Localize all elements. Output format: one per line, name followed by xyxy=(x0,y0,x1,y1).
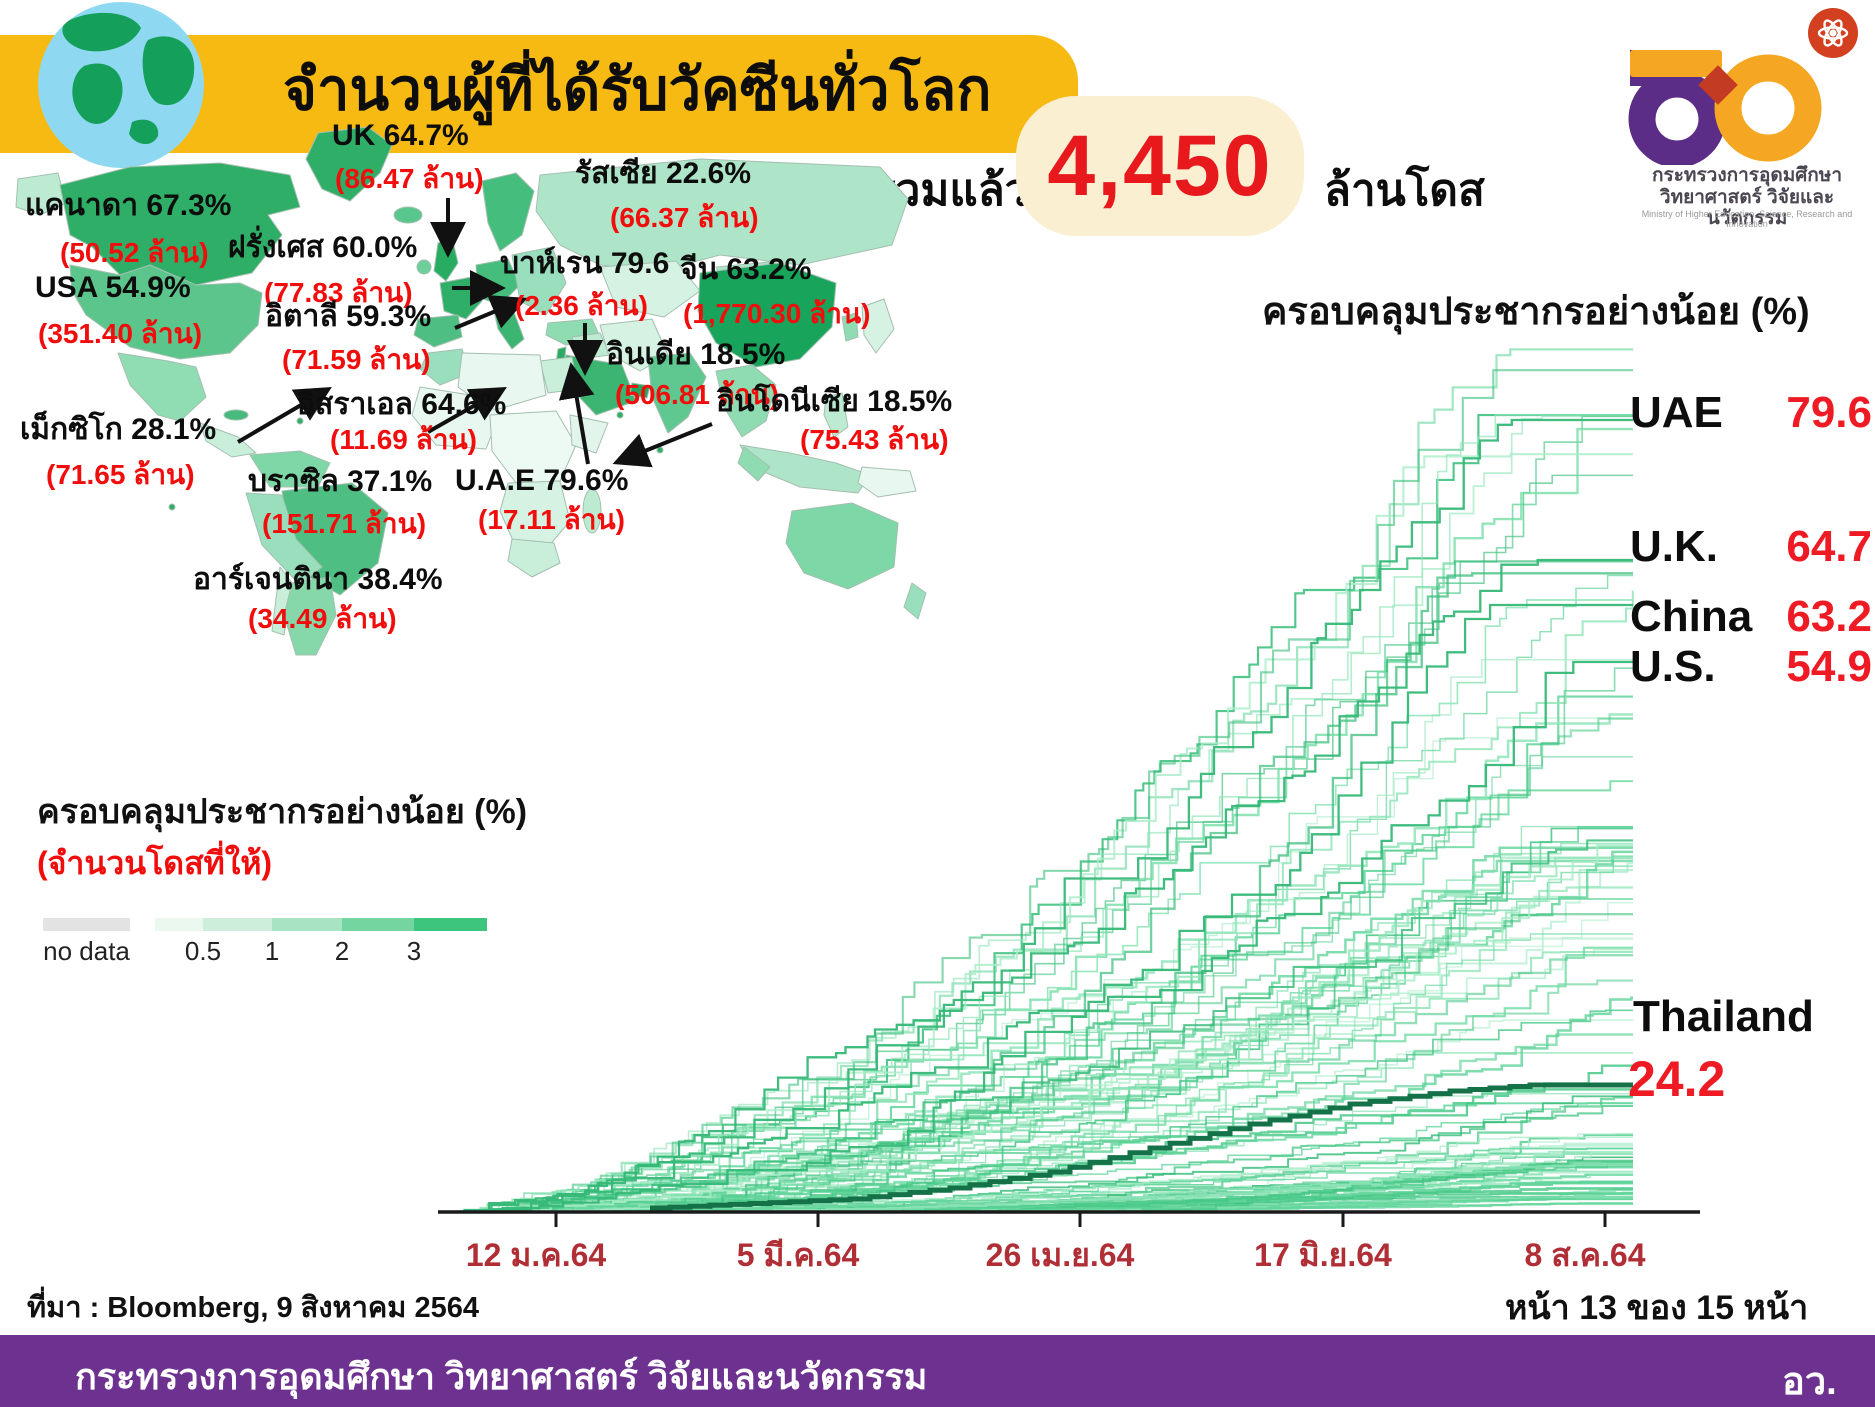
map-china xyxy=(697,262,837,368)
map-uae xyxy=(629,382,651,399)
map-usa xyxy=(69,264,263,360)
ministry-logo-icon xyxy=(1628,8,1858,165)
country-callout-label: U.A.E 79.6% xyxy=(455,464,629,497)
country-callout-doses: (71.65 ล้าน) xyxy=(46,459,195,490)
thailand-value: 24.2 xyxy=(1628,1051,1726,1107)
legend-tick-label: 0.5 xyxy=(184,936,222,966)
series-value: 79.6 xyxy=(1786,388,1872,437)
series-name: U.S. xyxy=(1630,642,1716,691)
country-callout-doses: (151.71 ล้าน) xyxy=(262,508,427,539)
series-name: China xyxy=(1630,592,1753,641)
x-axis-tick-label: 5 มี.ค.64 xyxy=(737,1237,860,1273)
chart-heading: ครอบคลุมประชากรอย่างน้อย (%) xyxy=(1262,291,1810,333)
legend-tick-label: 3 xyxy=(406,936,422,966)
country-callout-doses: (1,770.30 ล้าน) xyxy=(683,298,871,329)
country-callout-label: อาร์เจนตินา 38.4% xyxy=(193,563,443,596)
country-callout-label: อินเดีย 18.5% xyxy=(606,338,786,371)
legend-title: ครอบคลุมประชากรอย่างน้อย (%) xyxy=(37,793,528,831)
source-text: ที่มา : Bloomberg, 9 สิงหาคม 2564 xyxy=(27,1292,479,1324)
country-callout-label: จีน 63.2% xyxy=(680,253,812,286)
country-callout-label: บาห์เรน 79.6 xyxy=(500,247,670,280)
country-callout-doses: (34.49 ล้าน) xyxy=(248,603,397,634)
legend-tick-label: 2 xyxy=(334,936,350,966)
map-india xyxy=(647,352,707,434)
footer-bar xyxy=(0,1335,1875,1407)
page-indicator: หน้า 13 ของ 15 หน้า xyxy=(1505,1289,1809,1327)
legend-subtitle: (จำนวนโดสที่ให้) xyxy=(37,845,273,881)
country-callout-doses: (17.11 ล้าน) xyxy=(478,504,625,535)
country-callout-doses: (506.81 ล้าน) xyxy=(615,379,780,410)
country-callout-label: รัสเซีย 22.6% xyxy=(575,157,752,190)
country-callout-doses: (75.43 ล้าน) xyxy=(800,424,949,455)
map-russia xyxy=(535,158,909,272)
map-greenland xyxy=(305,126,393,202)
map-alaska xyxy=(15,172,67,216)
country-callout-doses: (50.52 ล้าน) xyxy=(60,237,209,268)
map-mexico xyxy=(117,352,207,422)
world-map xyxy=(15,126,927,656)
map-argentina xyxy=(283,576,337,656)
country-callout-doses: (2.36 ล้าน) xyxy=(515,290,648,321)
ministry-name-en: Ministry of Higher Education, Science, R… xyxy=(1641,209,1853,229)
legend-swatch xyxy=(414,918,487,931)
x-axis-tick-label: 26 เม.ย.64 xyxy=(986,1237,1135,1273)
ministry-name-th2: วิทยาศาสตร์ วิจัยและนวัตกรรม xyxy=(1659,187,1835,229)
country-callout-doses: (71.59 ล้าน) xyxy=(282,344,431,375)
x-axis-tick-label: 8 ส.ค.64 xyxy=(1525,1237,1646,1273)
thailand-label: Thailand xyxy=(1633,992,1814,1041)
series-value: 63.2 xyxy=(1786,592,1872,641)
legend-swatch xyxy=(155,918,203,931)
country-callout-doses: (66.37 ล้าน) xyxy=(610,202,759,233)
globe-icon xyxy=(38,2,204,168)
country-callout-label: USA 54.9% xyxy=(35,271,191,304)
country-callout-label: อิสราเอล 64.6% xyxy=(297,388,507,421)
series-name: U.K. xyxy=(1630,522,1718,571)
country-callout-doses: (86.47 ล้าน) xyxy=(335,163,484,194)
series-label-row: UAE 79.6 xyxy=(1630,388,1872,438)
country-callout-label: อิตาลี 59.3% xyxy=(265,300,432,333)
x-axis-tick-label: 17 มิ.ย.64 xyxy=(1254,1237,1392,1273)
country-callout-label: เม็กซิโก 28.1% xyxy=(20,413,217,446)
map-australia xyxy=(785,502,899,590)
legend-no-data-swatch xyxy=(43,918,130,931)
country-callout-label: แคนาดา 67.3% xyxy=(25,189,232,222)
map-canada xyxy=(59,162,301,286)
country-callout-label: ฝรั่งเศส 60.0% xyxy=(228,231,418,264)
page-title: จำนวนผู้ที่ได้รับวัคซีนทั่วโลก xyxy=(283,57,992,123)
legend-swatch xyxy=(272,918,342,931)
legend-no-data-label: no data xyxy=(43,936,130,966)
series-value: 64.7 xyxy=(1786,522,1872,571)
country-callout-label: บราซิล 37.1% xyxy=(248,465,433,498)
series-name: UAE xyxy=(1630,388,1723,437)
series-label-row: U.K. 64.7 xyxy=(1630,522,1872,572)
legend-swatch xyxy=(342,918,414,931)
legend-swatch xyxy=(203,918,272,931)
country-callout-doses: (77.83 ล้าน) xyxy=(264,277,413,308)
country-callout-label: อินโดนีเซีย 18.5% xyxy=(716,385,953,418)
total-suffix: ล้านโดส xyxy=(1324,166,1485,215)
legend-tick-label: 1 xyxy=(264,936,280,966)
country-callout-doses: (351.40 ล้าน) xyxy=(38,318,203,349)
ministry-name-th1: กระทรวงการอุดมศึกษา xyxy=(1652,165,1842,186)
x-axis-tick-label: 12 ม.ค.64 xyxy=(466,1237,607,1273)
series-value: 54.9 xyxy=(1786,642,1872,691)
country-callout-doses: (11.69 ล้าน) xyxy=(330,424,477,455)
series-label-row: China 63.2 xyxy=(1630,592,1872,642)
series-label-row: U.S. 54.9 xyxy=(1630,642,1872,692)
total-value: 4,450 xyxy=(1047,118,1273,214)
footer-ministry-abbr: อว. xyxy=(1782,1361,1837,1403)
footer-ministry-name: กระทรวงการอุดมศึกษา วิทยาศาสตร์ วิจัยและ… xyxy=(75,1356,928,1397)
total-value-pill: 4,450 xyxy=(1016,96,1304,236)
country-callout-label: UK 64.7% xyxy=(332,119,469,152)
